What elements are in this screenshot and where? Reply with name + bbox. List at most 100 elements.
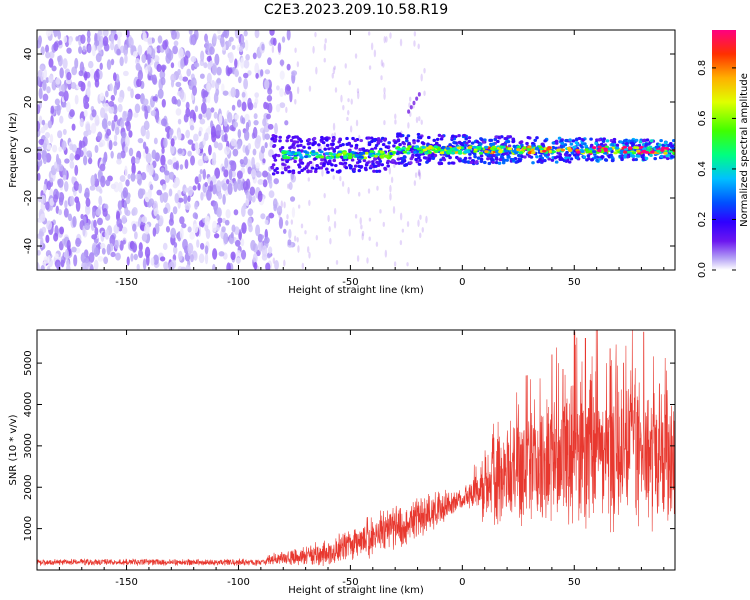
heatmap-faint-cell bbox=[414, 180, 416, 186]
heatmap-noise-cell bbox=[35, 262, 40, 273]
heatmap-noise-cell bbox=[254, 262, 258, 270]
heatmap-core-cell bbox=[592, 150, 596, 153]
heatmap-noise-cell bbox=[218, 192, 222, 199]
heatmap-signal-cell bbox=[659, 139, 663, 142]
heatmap-noise-cell bbox=[94, 115, 99, 127]
heatmap-noise-cell bbox=[240, 238, 244, 246]
heatmap-noise-cell bbox=[72, 124, 76, 131]
heatmap-noise-cell bbox=[229, 169, 233, 181]
x-tick-label: 50 bbox=[568, 277, 581, 288]
heatmap-core-cell bbox=[663, 152, 667, 155]
heatmap-noise-cell bbox=[103, 256, 108, 264]
colorbar-gradient bbox=[712, 30, 736, 270]
heatmap-core-cell bbox=[580, 150, 584, 153]
heatmap-core-cell bbox=[535, 147, 539, 150]
heatmap-signal-cell bbox=[281, 146, 285, 149]
heatmap-noise-cell bbox=[110, 252, 115, 257]
heatmap-faint-cell bbox=[357, 255, 359, 262]
heatmap-noise-cell bbox=[53, 42, 58, 51]
heatmap-signal-cell bbox=[555, 142, 559, 145]
heatmap-noise-cell bbox=[72, 216, 76, 228]
heatmap-noise-cell bbox=[239, 46, 244, 52]
heatmap-noise-cell bbox=[163, 243, 168, 250]
heatmap-noise-cell bbox=[40, 127, 45, 133]
heatmap-noise-cell bbox=[138, 138, 144, 143]
heatmap-core-cell bbox=[484, 150, 488, 153]
heatmap-signal-cell bbox=[464, 157, 468, 160]
heatmap-core-cell bbox=[635, 146, 639, 149]
heatmap-faint-cell bbox=[334, 66, 336, 70]
heatmap-faint-cell bbox=[315, 67, 317, 75]
heatmap-faint-cell bbox=[314, 32, 316, 38]
heatmap-noise-cell bbox=[253, 253, 258, 263]
heatmap-noise-cell bbox=[51, 106, 55, 114]
heatmap-noise-cell bbox=[52, 145, 57, 153]
heatmap-noise-cell bbox=[263, 179, 268, 187]
heatmap-noise-cell bbox=[74, 154, 80, 160]
heatmap-noise-cell bbox=[187, 243, 193, 254]
heatmap-signal-cell bbox=[544, 154, 548, 157]
heatmap-noise-cell bbox=[158, 89, 164, 99]
heatmap-noise-cell bbox=[92, 207, 95, 219]
heatmap-faint-cell bbox=[296, 237, 298, 242]
heatmap-core-cell bbox=[315, 155, 319, 158]
heatmap-noise-cell bbox=[231, 232, 234, 238]
heatmap-noise-cell bbox=[40, 195, 46, 204]
heatmap-noise-cell bbox=[105, 229, 110, 240]
heatmap-signal-cell bbox=[625, 142, 629, 145]
heatmap-noise-cell bbox=[237, 99, 242, 107]
heatmap-signal-cell bbox=[661, 144, 665, 147]
heatmap-noise-cell bbox=[129, 148, 133, 157]
heatmap-signal-cell bbox=[468, 136, 472, 139]
heatmap-faint-cell bbox=[355, 214, 357, 219]
heatmap-noise-cell bbox=[64, 181, 69, 192]
heatmap-noise-cell bbox=[46, 86, 50, 93]
heatmap-core-cell bbox=[379, 155, 383, 158]
heatmap-faint-cell bbox=[368, 188, 370, 193]
heatmap-noise-cell bbox=[138, 70, 143, 81]
heatmap-signal-cell bbox=[507, 140, 511, 143]
heatmap-signal-cell bbox=[425, 161, 429, 164]
heatmap-noise-cell bbox=[160, 256, 165, 261]
heatmap-noise-cell bbox=[133, 51, 138, 57]
heatmap-noise-cell bbox=[199, 253, 205, 263]
heatmap-signal-cell bbox=[397, 162, 401, 165]
heatmap-noise-cell bbox=[273, 204, 277, 211]
x-tick-label: 0 bbox=[459, 277, 465, 288]
x-tick-label: 50 bbox=[568, 577, 581, 588]
heatmap-noise-cell bbox=[54, 162, 57, 169]
heatmap-noise-cell bbox=[135, 157, 140, 164]
heatmap-noise-cell bbox=[39, 65, 44, 70]
heatmap-noise-cell bbox=[110, 151, 113, 159]
heatmap-faint-cell bbox=[384, 36, 386, 43]
heatmap-signal-cell bbox=[610, 143, 614, 146]
heatmap-core-cell bbox=[320, 156, 324, 159]
heatmap-noise-cell bbox=[165, 53, 171, 64]
heatmap-signal-cell bbox=[358, 169, 362, 172]
heatmap-core-cell bbox=[293, 157, 297, 160]
heatmap-noise-cell bbox=[228, 68, 233, 75]
heatmap-signal-cell bbox=[278, 136, 282, 139]
heatmap-signal-cell bbox=[451, 135, 455, 138]
heatmap-signal-cell bbox=[669, 142, 673, 145]
heatmap-signal-cell bbox=[297, 163, 301, 166]
heatmap-core-cell bbox=[314, 152, 318, 155]
heatmap-faint-cell bbox=[417, 44, 419, 50]
heatmap-noise-cell bbox=[51, 66, 56, 72]
heatmap-signal-cell bbox=[299, 159, 303, 162]
heatmap-noise-cell bbox=[244, 130, 249, 141]
heatmap-signal-cell bbox=[623, 155, 627, 158]
heatmap-signal-cell bbox=[495, 158, 499, 161]
heatmap-signal-cell bbox=[531, 161, 535, 164]
heatmap-noise-cell bbox=[261, 44, 264, 51]
heatmap-core-cell bbox=[499, 145, 503, 148]
heatmap-core-cell bbox=[613, 151, 617, 154]
heatmap-noise-cell bbox=[190, 254, 194, 262]
heatmap-noise-cell bbox=[171, 62, 174, 68]
heatmap-noise-cell bbox=[191, 34, 197, 45]
heatmap-faint-cell bbox=[409, 97, 411, 102]
heatmap-noise-cell bbox=[100, 164, 106, 172]
heatmap-noise-cell bbox=[87, 129, 91, 135]
heatmap-faint-cell bbox=[308, 200, 310, 206]
heatmap-noise-cell bbox=[207, 73, 212, 84]
